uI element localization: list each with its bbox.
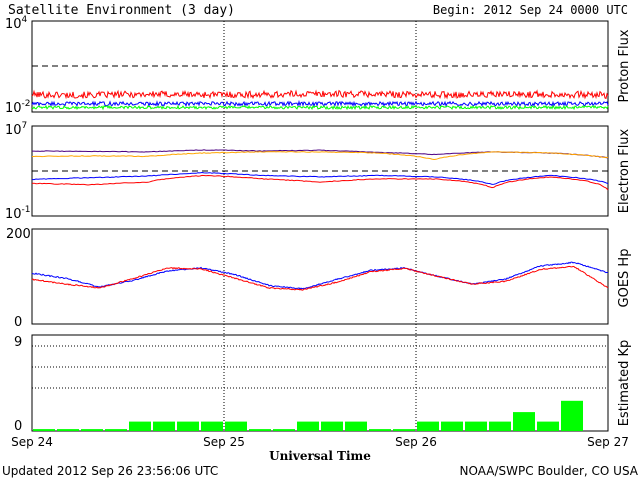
x-axis-label: Universal Time [269,449,371,463]
updated-timestamp: Updated 2012 Sep 26 23:56:06 UTC [2,464,218,478]
kp-bar [513,412,535,431]
kp-bar [297,421,319,431]
day-dividers [223,21,417,431]
kp-bar [537,421,559,431]
kp-bar [441,421,463,431]
proton-series-green [31,104,609,111]
kp-bar [465,421,487,431]
proton-ytick-bottom: 10-2 [5,99,31,116]
electron-ytick-bottom: 10-1 [5,205,31,222]
hp-series [31,261,609,291]
kp-bar [417,421,439,431]
electron-series-purple [32,149,609,159]
kp-gridlines [32,345,608,389]
electron-series [31,149,609,191]
kp-ytick-bottom: 0 [14,419,22,434]
credit-label: NOAA/SWPC Boulder, CO USA [460,464,639,478]
electron-series-red [31,174,609,191]
proton-series-blue [31,99,609,108]
xtick-sep26: Sep 26 [395,435,437,449]
xtick-sep24: Sep 24 [11,435,53,449]
xtick-sep25: Sep 25 [203,435,245,449]
electron-series-orange [32,151,609,161]
xtick-sep27: Sep 27 [587,435,629,449]
hp-panel-frame [31,228,609,325]
kp-bar [225,421,247,431]
hp-ytick-bottom: 0 [14,315,22,330]
kp-bar [105,429,127,431]
kp-bar [177,421,199,431]
proton-ytick-top: 104 [5,15,28,32]
estimated-kp-axis-label: Estimated Kp [617,340,632,427]
kp-bar [57,429,79,431]
proton-series-red [31,89,609,100]
electron-ytick-top: 107 [5,121,27,138]
kp-bar [81,429,103,431]
kp-ytick-top: 9 [14,335,22,350]
kp-panel-frame [31,334,609,432]
kp-bar [321,421,343,431]
kp-bar [129,421,151,431]
kp-bar [489,421,511,431]
kp-bar [393,429,415,431]
kp-bar [33,429,55,431]
proton-flux-axis-label: Proton Flux [617,29,632,102]
proton-series [31,89,609,111]
kp-bar [345,421,367,431]
hp-series-blue [31,261,609,290]
electron-panel-frame [31,125,609,217]
proton-panel-frame [31,20,609,113]
kp-bars [33,400,583,431]
goes-hp-axis-label: GOES Hp [617,249,632,308]
kp-bar [249,429,271,431]
begin-date: Begin: 2012 Sep 24 0000 UTC [433,3,628,17]
kp-bar [273,429,295,431]
hp-ytick-top: 200 [6,227,31,242]
electron-flux-axis-label: Electron Flux [617,128,632,213]
plot-title: Satellite Environment (3 day) [8,3,235,18]
kp-bar [561,400,583,431]
kp-bar [369,429,391,431]
electron-series-blue [31,171,609,185]
kp-bar [201,421,223,431]
hp-series-red [31,265,609,291]
kp-bar [153,421,175,431]
